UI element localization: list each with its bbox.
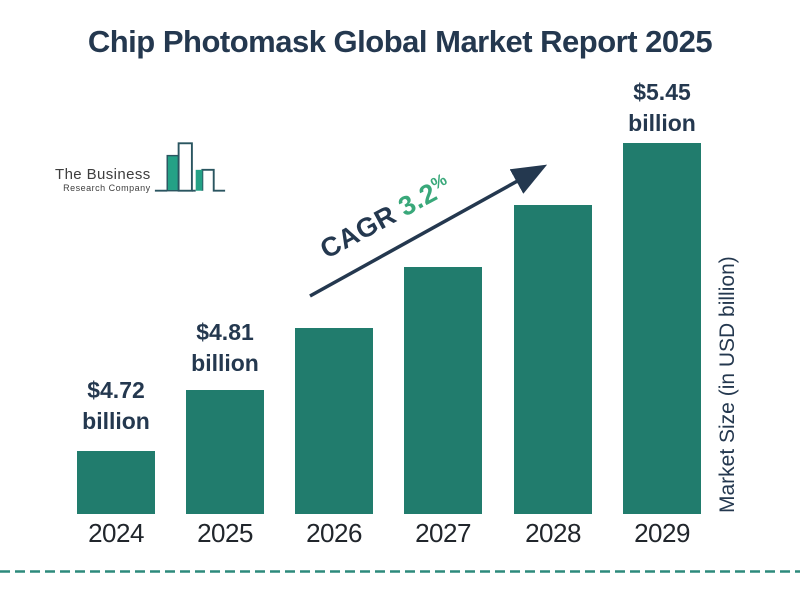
- value-label-2029: $5.45 billion: [584, 77, 740, 139]
- value-unit: billion: [191, 350, 259, 376]
- x-tick-2027: 2027: [415, 518, 471, 548]
- value-label-2024: $4.72 billion: [38, 375, 194, 437]
- value-unit: billion: [628, 110, 696, 136]
- cagr-annotation: CAGR 3.2%: [299, 161, 472, 275]
- y-axis-title: Market Size (in USD billion): [716, 256, 739, 514]
- cagr-label: CAGR: [315, 199, 402, 265]
- bar-2029: [623, 143, 701, 514]
- company-logo-text: The Business Research Company: [55, 166, 151, 194]
- value-amount: $5.45: [633, 79, 691, 105]
- x-tick-2026: 2026: [306, 518, 362, 548]
- x-tick-2029: 2029: [634, 518, 690, 548]
- value-amount: $4.81: [196, 319, 254, 345]
- page-title: Chip Photomask Global Market Report 2025: [87, 24, 713, 59]
- bar-2026: [295, 328, 373, 514]
- value-label-2025: $4.81 billion: [147, 317, 303, 379]
- x-tick-2028: 2028: [525, 518, 581, 548]
- bar-chart-logo-icon: [153, 140, 227, 199]
- bar-2025: [186, 390, 264, 514]
- x-tick-2024: 2024: [88, 518, 144, 548]
- bar-2027: [404, 267, 482, 514]
- logo-name: The Business: [55, 166, 151, 183]
- bar-2028: [514, 205, 592, 514]
- logo-subtitle: Research Company: [63, 183, 151, 193]
- dashed-divider: [0, 570, 800, 573]
- x-tick-2025: 2025: [197, 518, 253, 548]
- value-unit: billion: [82, 408, 150, 434]
- company-logo: The Business Research Company: [55, 140, 227, 199]
- bar-2024: [77, 451, 155, 514]
- value-amount: $4.72: [87, 377, 145, 403]
